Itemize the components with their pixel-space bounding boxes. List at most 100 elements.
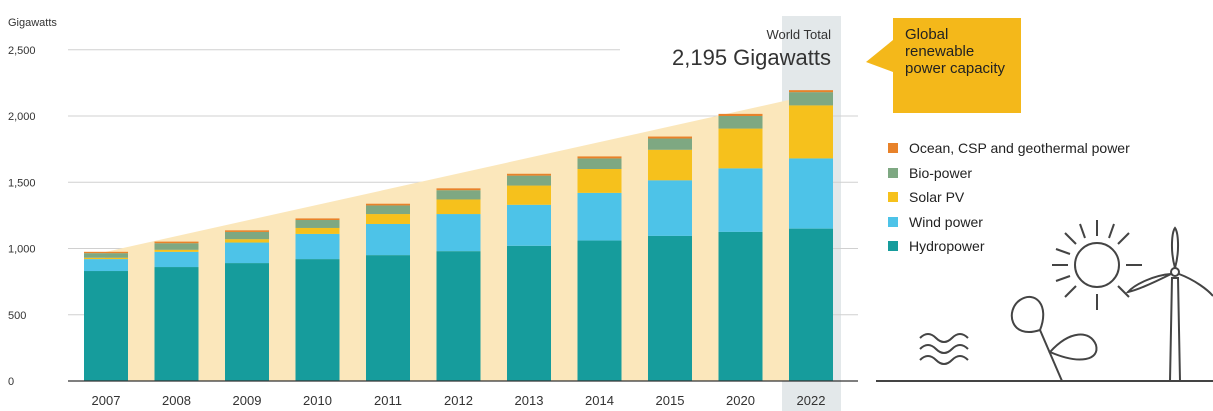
bar-segment — [577, 240, 622, 381]
x-tick-label: 2013 — [515, 393, 544, 408]
y-tick-labels: 0 500 1,000 1,500 2,000 2,500 — [8, 45, 36, 388]
bar-segment — [154, 243, 199, 250]
bar-segment — [225, 230, 269, 232]
bar-segment — [507, 173, 551, 176]
bar-segment — [295, 233, 340, 260]
bar-segment — [507, 185, 551, 205]
legend-swatch — [888, 192, 898, 203]
bar-segment — [507, 175, 551, 186]
bar-segment — [225, 242, 269, 264]
legend-item-bio: Bio-power — [888, 161, 1213, 186]
bar-segment — [577, 158, 622, 169]
bar-segment — [154, 241, 199, 244]
bar-segment — [718, 168, 763, 232]
x-tick-label: 2010 — [303, 393, 332, 408]
bar-segment — [154, 249, 199, 252]
bar-segment — [295, 227, 340, 234]
bar-segment — [84, 253, 128, 258]
bar-segment — [84, 271, 128, 381]
bar-segment — [648, 149, 692, 181]
y-tick-label: 0 — [8, 376, 14, 388]
bar-segment — [577, 192, 622, 241]
callout-pointer — [866, 40, 893, 72]
plant-icon — [1010, 295, 1098, 382]
bar-segment — [84, 259, 128, 272]
bar-segment — [436, 188, 481, 191]
x-tick-labels: 2007 2008 2009 2010 2011 2012 2013 2014 2015 2020… — [92, 393, 826, 408]
y-tick-label: 500 — [8, 310, 26, 322]
bar-segment — [718, 116, 763, 129]
sun-icon — [1052, 220, 1142, 310]
y-tick-label: 1,500 — [8, 177, 36, 189]
legend-item-ocean: Ocean, CSP and geothermal power — [888, 136, 1213, 161]
bar-segment — [436, 190, 481, 200]
callout-text: Global renewable power capacity — [905, 26, 1006, 77]
world-total-value: 2,195 Gigawatts — [672, 45, 831, 70]
bar-segment — [366, 203, 410, 206]
legend-label: Hydropower — [909, 238, 985, 255]
legend-label: Solar PV — [909, 189, 965, 206]
legend-swatch — [888, 143, 898, 154]
bar-segment — [648, 136, 692, 139]
bar-segment — [789, 90, 833, 93]
bar-segment — [789, 228, 833, 381]
x-tick-label: 2009 — [233, 393, 262, 408]
bar-segment — [154, 267, 199, 381]
bar-segment — [507, 245, 551, 381]
legend-swatch — [888, 167, 898, 178]
bar-segment — [84, 251, 128, 254]
y-axis-label: Gigawatts — [8, 17, 57, 29]
x-tick-label: 2014 — [585, 393, 614, 408]
x-tick-label: 2015 — [656, 393, 685, 408]
bar-segment — [789, 92, 833, 106]
legend-item-wind: Wind power — [888, 210, 1213, 235]
bar-segment — [154, 251, 199, 268]
bar-segment — [789, 158, 833, 229]
x-tick-label: 2012 — [444, 393, 473, 408]
bar-segment — [789, 105, 833, 159]
bar-segment — [718, 113, 763, 116]
x-tick-label: 2011 — [374, 393, 402, 408]
y-tick-label: 1,000 — [8, 244, 36, 256]
bars-group — [84, 90, 833, 381]
legend: Ocean, CSP and geothermal power Bio-powe… — [888, 136, 1213, 259]
bar-segment — [366, 214, 410, 224]
x-tick-label: 2020 — [726, 393, 755, 408]
bar-segment — [577, 169, 622, 193]
bar-segment — [225, 239, 269, 243]
legend-label: Bio-power — [909, 164, 973, 181]
world-total-label: World Total — [766, 27, 831, 42]
bar-segment — [225, 263, 269, 381]
legend-swatch — [888, 216, 898, 227]
bar-segment — [577, 156, 622, 159]
y-tick-label: 2,500 — [8, 45, 36, 57]
bar-segment — [718, 128, 763, 169]
legend-label: Ocean, CSP and geothermal power — [909, 140, 1130, 157]
callout-box — [893, 18, 1021, 113]
x-tick-label: 2022 — [797, 393, 826, 408]
bar-segment — [436, 251, 481, 381]
bar-segment — [295, 259, 340, 381]
legend-item-hydro: Hydropower — [888, 234, 1213, 259]
legend-swatch — [888, 241, 898, 252]
bar-segment — [507, 204, 551, 246]
bar-segment — [366, 255, 410, 381]
bar-segment — [84, 257, 128, 260]
bar-segment — [295, 218, 340, 221]
water-waves-icon — [919, 333, 969, 365]
bar-segment — [648, 138, 692, 150]
bar-segment — [295, 220, 340, 228]
wind-turbine-icon — [1125, 226, 1213, 382]
x-tick-label: 2008 — [162, 393, 191, 408]
legend-label: Wind power — [909, 213, 983, 230]
bar-segment — [718, 231, 763, 381]
x-tick-label: 2007 — [92, 393, 121, 408]
bar-segment — [648, 235, 692, 381]
bar-segment — [436, 199, 481, 215]
bar-segment — [366, 205, 410, 215]
legend-item-solar: Solar PV — [888, 185, 1213, 210]
bar-segment — [225, 231, 269, 240]
y-tick-label: 2,000 — [8, 111, 36, 123]
bar-segment — [648, 180, 692, 236]
